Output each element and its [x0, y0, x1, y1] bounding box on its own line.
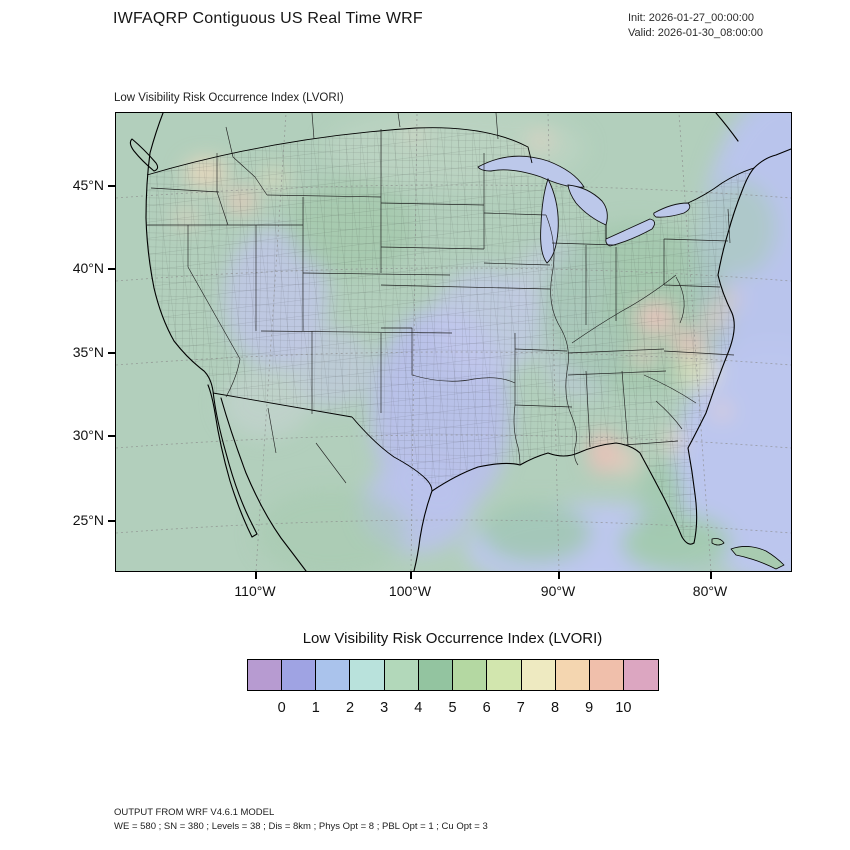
colorbar-cell [555, 660, 590, 690]
colorbar-tick-label: 4 [414, 700, 423, 716]
colorbar-cell [590, 660, 625, 690]
lon-axis-label: 80°W [692, 583, 728, 599]
colorbar-cell [350, 660, 385, 690]
colorbar-tick-label: 7 [516, 700, 525, 716]
axis-tick [108, 268, 115, 270]
national-borders [146, 127, 755, 492]
colorbar-cell [453, 660, 488, 690]
colorbar-cell [521, 660, 556, 690]
axis-tick [108, 185, 115, 187]
footer: OUTPUT FROM WRF V4.6.1 MODEL WE = 580 ; … [114, 806, 488, 834]
footer-params-line: WE = 580 ; SN = 380 ; Levels = 38 ; Dis … [114, 820, 488, 832]
lat-axis-label: 35°N [72, 344, 104, 360]
timestamp-block: Init: 2026-01-27_00:00:00 Valid: 2026-01… [628, 11, 763, 42]
axis-tick [410, 572, 412, 579]
graticule [116, 113, 791, 571]
init-timestamp: Init: 2026-01-27_00:00:00 [628, 12, 754, 24]
lon-axis-label: 90°W [540, 583, 576, 599]
coastlines [129, 113, 791, 571]
lat-axis-label: 30°N [72, 427, 104, 443]
lat-axis-label: 45°N [72, 177, 104, 193]
lat-axis-label: 40°N [72, 260, 104, 276]
colorbar-tick-label: 2 [345, 700, 355, 716]
colorbar-cell [418, 660, 453, 690]
page-title: IWFAQRP Contiguous US Real Time WRF [113, 10, 423, 27]
great-lakes [477, 155, 691, 264]
colorbar-tick-label: 3 [380, 700, 389, 716]
colorbar-cell [487, 660, 522, 690]
map-subtitle: Low Visibility Risk Occurrence Index (LV… [114, 92, 344, 104]
axis-tick [108, 520, 115, 522]
axis-tick [108, 352, 115, 354]
colorbar-tick-label: 1 [311, 700, 320, 716]
legend-title: Low Visibility Risk Occurrence Index (LV… [302, 630, 603, 647]
colorbar-cell [316, 660, 351, 690]
lon-axis-label: 100°W [388, 583, 432, 599]
axis-tick [710, 572, 712, 579]
colorbar-cell [624, 660, 658, 690]
lon-axis-label: 110°W [234, 583, 276, 599]
colorbar-cell [281, 660, 316, 690]
colorbar-cell [247, 660, 282, 690]
axis-tick [255, 572, 257, 579]
colorbar-tick-label: 9 [585, 700, 594, 716]
valid-timestamp: Valid: 2026-01-30_08:00:00 [628, 27, 763, 40]
colorbar-tick-label: 8 [550, 700, 560, 716]
colorbar-tick-label: 6 [482, 700, 491, 716]
map-frame [115, 112, 792, 572]
footer-model-line: OUTPUT FROM WRF V4.6.1 MODEL [114, 807, 275, 818]
us-lvori-map [116, 113, 791, 571]
axis-tick [558, 572, 560, 579]
county-texture [146, 127, 754, 543]
colorbar-tick-label: 10 [615, 700, 632, 716]
colorbar-cell [384, 660, 419, 690]
state-borders [147, 113, 735, 484]
colorbar-tick-label: 0 [277, 700, 286, 716]
axis-tick [108, 435, 115, 437]
colorbar-tick-labels: 0 1 2 3 4 5 6 7 8 9 10 [248, 691, 658, 717]
colorbar [246, 659, 659, 691]
colorbar-tick-label: 5 [448, 700, 457, 716]
legend: Low Visibility Risk Occurrence Index (LV… [115, 630, 790, 717]
lat-axis-label: 25°N [72, 512, 104, 528]
